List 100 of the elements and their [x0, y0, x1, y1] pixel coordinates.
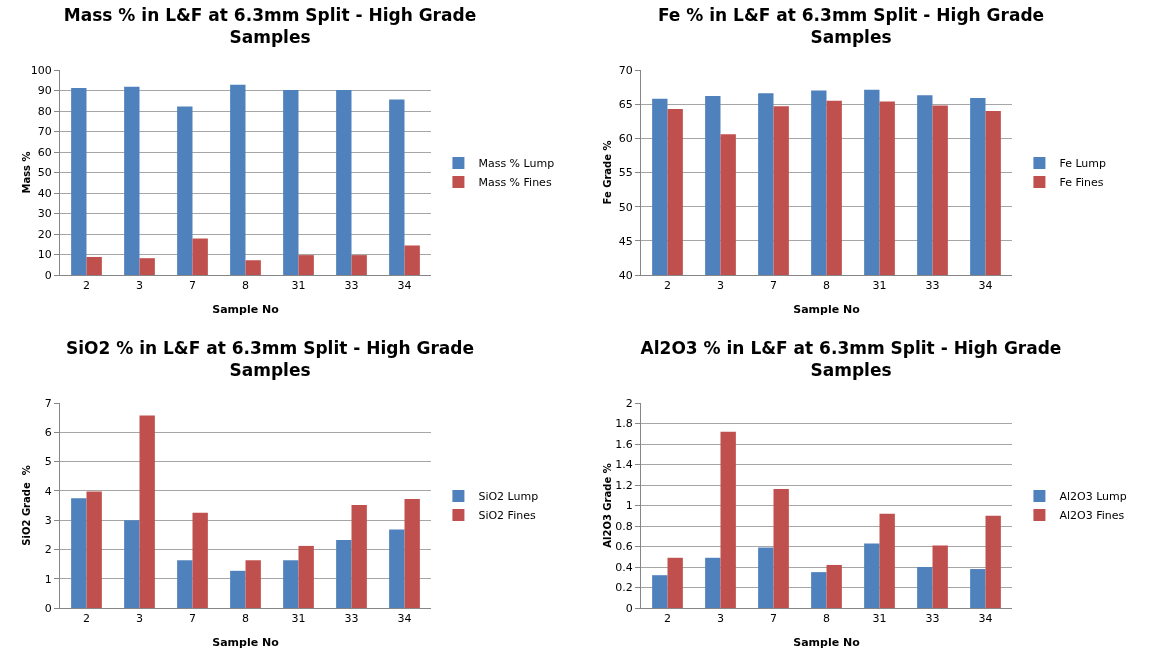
x-axis-title: Sample No: [793, 636, 861, 650]
x-tick-label: 7: [770, 279, 777, 293]
y-tick-label: 45: [618, 234, 633, 248]
x-axis-title: Sample No: [212, 303, 280, 317]
y-tick-label: 1: [625, 499, 633, 513]
bar: [811, 572, 827, 608]
bar: [283, 89, 299, 275]
bar: [864, 543, 880, 608]
x-tick-label: 2: [83, 279, 90, 293]
legend-label: Mass % Fines: [478, 176, 552, 190]
bar: [298, 255, 314, 275]
bar: [177, 560, 193, 608]
bar: [389, 99, 405, 275]
bar: [192, 512, 208, 608]
x-tick-label: 31: [872, 279, 887, 293]
legend-label: SiO2 Fines: [478, 509, 536, 523]
bar: [667, 557, 683, 608]
y-tick-label: 0: [625, 601, 633, 615]
bar: [71, 498, 87, 608]
legend-label: Fe Lump: [1059, 157, 1107, 171]
bar: [336, 540, 352, 608]
y-axis-title: Al2O3 Grade %: [602, 463, 613, 548]
chart-title: Fe % in L&F at 6.3mm Split - High Grade Samples: [656, 4, 1046, 48]
x-tick-label: 2: [83, 612, 90, 626]
y-tick-label: 70: [618, 63, 633, 77]
y-tick-label: 55: [618, 166, 633, 180]
y-tick-label: 50: [37, 166, 52, 180]
x-tick-label: 8: [242, 612, 249, 626]
y-tick-label: 20: [37, 227, 52, 241]
y-tick-label: 1.4: [615, 458, 633, 472]
y-tick-label: 3: [44, 513, 52, 527]
bar: [773, 489, 789, 608]
y-tick-label: 10: [37, 248, 52, 262]
y-tick-label: 0.8: [615, 519, 633, 533]
bar: [652, 575, 668, 608]
y-tick-label: 1.6: [615, 437, 633, 451]
y-tick-label: 40: [618, 268, 633, 282]
bar: [970, 569, 986, 608]
bar: [985, 515, 1001, 608]
bar: [336, 89, 352, 275]
y-tick-label: 30: [37, 207, 52, 221]
bar: [298, 545, 314, 608]
bar: [245, 560, 261, 608]
bar: [230, 570, 246, 608]
x-tick-label: 3: [136, 612, 143, 626]
y-tick-label: 1: [44, 572, 52, 586]
bar: [932, 545, 948, 608]
y-tick-label: 90: [37, 84, 52, 98]
y-axis-title: Mass %: [21, 151, 32, 194]
bar: [86, 256, 102, 275]
x-tick-label: 34: [978, 612, 993, 626]
y-tick-label: 2: [625, 396, 633, 410]
x-axis-title: Sample No: [212, 636, 280, 650]
legend-label: Mass % Lump: [478, 157, 555, 171]
x-tick-label: 33: [925, 279, 940, 293]
x-tick-label: 8: [823, 612, 830, 626]
bar: [245, 260, 261, 275]
y-tick-label: 0.2: [615, 581, 633, 595]
y-tick-label: 70: [37, 125, 52, 139]
bar: [177, 106, 193, 275]
x-tick-label: 7: [189, 279, 196, 293]
x-tick-label: 7: [770, 612, 777, 626]
x-tick-label: 31: [291, 279, 306, 293]
chart-title: Al2O3 % in L&F at 6.3mm Split - High Grade Samples: [639, 337, 1063, 381]
x-tick-label: 3: [717, 612, 724, 626]
y-tick-label: 1.2: [615, 478, 633, 492]
legend-label: Al2O3 Lump: [1059, 490, 1127, 504]
y-tick-label: 0: [44, 268, 52, 282]
y-tick-label: 4: [44, 484, 52, 498]
x-tick-label: 31: [291, 612, 306, 626]
y-tick-label: 60: [37, 145, 52, 159]
x-tick-label: 33: [344, 612, 359, 626]
legend-label: SiO2 Lump: [478, 490, 539, 504]
bar: [124, 520, 140, 608]
y-axis-title: SiO2 Grade %: [21, 465, 32, 546]
x-tick-label: 2: [664, 612, 671, 626]
chart-title: SiO2 % in L&F at 6.3mm Split - High Grade Samples: [64, 337, 476, 381]
chart-title: Mass % in L&F at 6.3mm Split - High Grade Samples: [62, 4, 478, 48]
x-tick-label: 33: [925, 612, 940, 626]
y-tick-label: 100: [30, 63, 52, 77]
y-tick-label: 80: [37, 104, 52, 118]
legend-label: Al2O3 Fines: [1059, 509, 1125, 523]
bar: [389, 529, 405, 608]
bar: [230, 84, 246, 275]
x-tick-label: 8: [242, 279, 249, 293]
y-tick-label: 6: [44, 426, 52, 440]
bar: [720, 431, 736, 608]
bar: [758, 547, 774, 608]
y-tick-label: 0.6: [615, 540, 633, 554]
bar: [283, 560, 299, 608]
y-tick-label: 65: [618, 98, 633, 112]
x-tick-label: 7: [189, 612, 196, 626]
x-tick-label: 3: [136, 279, 143, 293]
x-tick-label: 33: [344, 279, 359, 293]
legend-label: Fe Fines: [1059, 176, 1104, 190]
x-tick-label: 34: [397, 279, 412, 293]
y-axis-title: Fe Grade %: [602, 140, 613, 205]
x-axis-title: Sample No: [793, 303, 861, 317]
x-tick-label: 8: [823, 279, 830, 293]
y-tick-label: 50: [618, 200, 633, 214]
